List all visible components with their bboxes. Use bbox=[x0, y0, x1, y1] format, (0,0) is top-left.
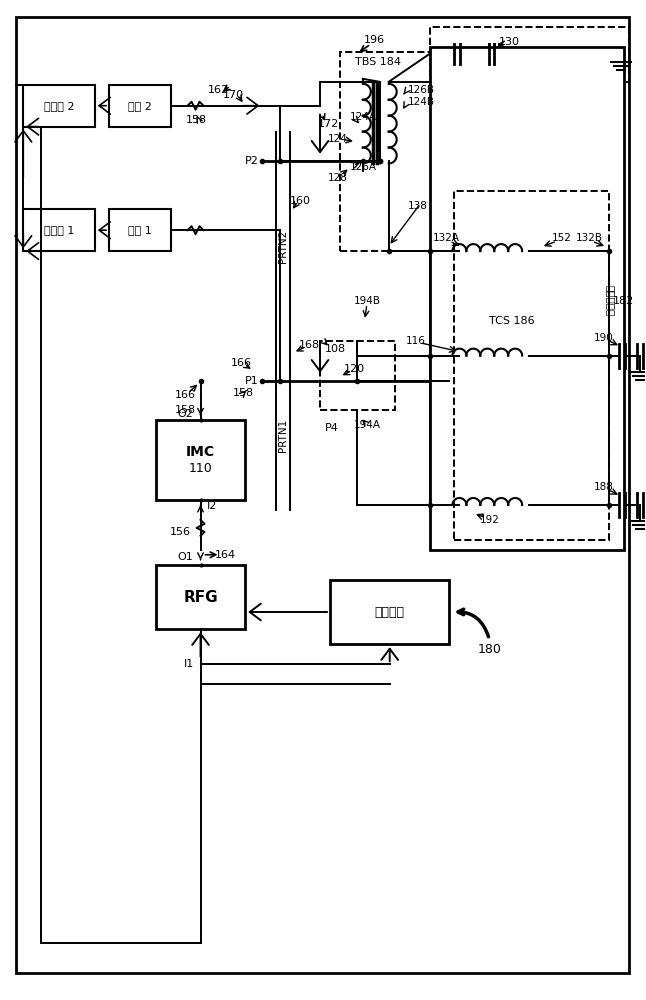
Bar bbox=[430, 27, 629, 82]
Text: 驱动器 1: 驱动器 1 bbox=[44, 225, 74, 235]
Text: 110: 110 bbox=[189, 462, 213, 475]
Text: 126B: 126B bbox=[408, 85, 435, 95]
Text: 马达 1: 马达 1 bbox=[128, 225, 152, 235]
Text: P1: P1 bbox=[245, 376, 258, 386]
Text: 168: 168 bbox=[298, 340, 320, 350]
Text: 116: 116 bbox=[406, 336, 426, 346]
Text: 132A: 132A bbox=[433, 233, 460, 243]
Text: 160: 160 bbox=[289, 196, 311, 206]
Text: 158: 158 bbox=[186, 115, 207, 125]
Text: 188: 188 bbox=[594, 482, 614, 492]
Text: 192: 192 bbox=[479, 515, 499, 525]
Text: 124B: 124B bbox=[408, 97, 435, 107]
Text: 等离子体腔: 等离子体腔 bbox=[606, 285, 616, 316]
Text: TBS 184: TBS 184 bbox=[355, 57, 401, 67]
Text: 164: 164 bbox=[215, 550, 236, 560]
Text: 152: 152 bbox=[552, 233, 572, 243]
Text: 166: 166 bbox=[175, 390, 196, 400]
Bar bbox=[23, 209, 95, 251]
Text: P2: P2 bbox=[244, 156, 258, 166]
Text: 190: 190 bbox=[594, 333, 614, 343]
Text: 132B: 132B bbox=[576, 233, 602, 243]
Text: 196: 196 bbox=[364, 35, 385, 45]
Bar bbox=[430, 47, 623, 550]
Text: 120: 120 bbox=[344, 364, 366, 374]
Bar bbox=[156, 420, 245, 500]
Text: I2: I2 bbox=[207, 501, 218, 511]
Bar bbox=[23, 85, 95, 127]
Bar bbox=[109, 85, 171, 127]
Text: 126A: 126A bbox=[350, 162, 377, 172]
Text: P4: P4 bbox=[325, 423, 339, 433]
Bar bbox=[454, 191, 609, 540]
Text: 130: 130 bbox=[499, 37, 519, 47]
Text: 194A: 194A bbox=[354, 420, 381, 430]
Text: 124A: 124A bbox=[350, 112, 377, 122]
Text: 158: 158 bbox=[175, 405, 196, 415]
Text: 180: 180 bbox=[477, 643, 501, 656]
Text: 108: 108 bbox=[324, 344, 346, 354]
Text: 158: 158 bbox=[233, 388, 254, 398]
Bar bbox=[156, 565, 245, 629]
Bar bbox=[340, 52, 494, 251]
Text: 170: 170 bbox=[223, 90, 244, 100]
Text: RFG: RFG bbox=[183, 590, 218, 605]
Text: 128: 128 bbox=[328, 173, 348, 183]
Bar bbox=[320, 341, 395, 410]
Bar bbox=[109, 209, 171, 251]
Text: O1: O1 bbox=[178, 552, 193, 562]
Text: 124: 124 bbox=[328, 134, 348, 144]
Text: TCS 186: TCS 186 bbox=[489, 316, 535, 326]
Text: 主计算机: 主计算机 bbox=[375, 606, 404, 619]
Bar bbox=[330, 580, 450, 644]
Text: 194B: 194B bbox=[354, 296, 381, 306]
Text: PRTN2: PRTN2 bbox=[278, 229, 288, 263]
Text: 172: 172 bbox=[317, 119, 339, 129]
Text: 182: 182 bbox=[613, 296, 634, 306]
Text: 马达 2: 马达 2 bbox=[128, 101, 152, 111]
Text: 162: 162 bbox=[208, 85, 229, 95]
Text: O2: O2 bbox=[178, 409, 194, 419]
Text: 驱动器 2: 驱动器 2 bbox=[44, 101, 74, 111]
Text: PRTN1: PRTN1 bbox=[278, 419, 288, 452]
Text: 138: 138 bbox=[408, 201, 428, 211]
Text: IMC: IMC bbox=[186, 445, 215, 459]
Text: 166: 166 bbox=[231, 358, 252, 368]
Text: I1: I1 bbox=[183, 659, 194, 669]
Text: 156: 156 bbox=[170, 527, 191, 537]
